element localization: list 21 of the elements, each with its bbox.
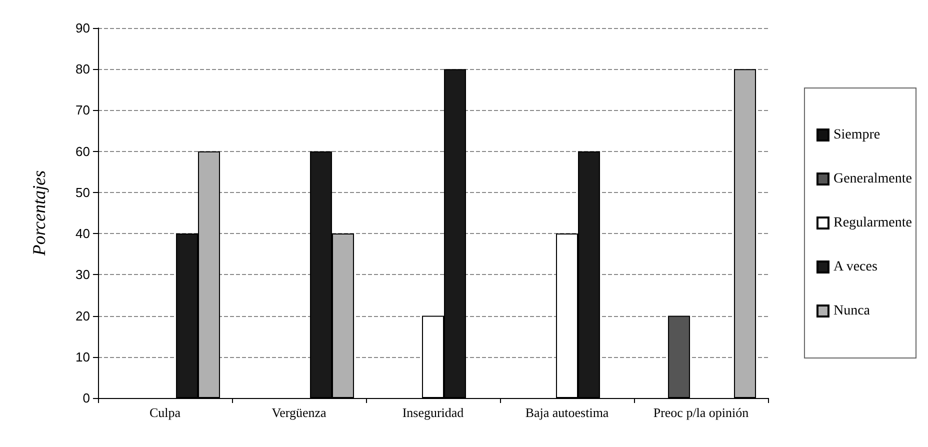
y-axis-title: Porcentajes <box>29 170 49 257</box>
x-tick-label: Preoc p/la opinión <box>653 405 750 420</box>
legend-label: Nunca <box>833 304 871 318</box>
y-tick-label: 20 <box>76 308 90 324</box>
y-tick-label: 60 <box>76 144 90 159</box>
x-tick-label: Culpa <box>149 405 181 420</box>
y-tick-label: 0 <box>82 390 90 406</box>
y-tick-label: 50 <box>76 184 90 200</box>
x-tick-label: Vergüenza <box>272 405 327 420</box>
legend-label: Siempre <box>833 128 880 142</box>
y-tick-label: 30 <box>76 267 90 282</box>
legend-label: A veces <box>833 260 878 274</box>
y-tick-label: 40 <box>76 226 90 242</box>
x-tick-label: Baja autoestima <box>525 405 609 420</box>
y-tick-label: 10 <box>76 349 90 364</box>
y-tick-label: 80 <box>76 62 90 77</box>
x-tick-label: Inseguridad <box>402 405 464 420</box>
legend-label: Regularmente <box>833 216 912 230</box>
y-tick-label: 70 <box>76 102 90 118</box>
legend-label: Generalmente <box>833 172 912 186</box>
y-tick-label: 90 <box>76 20 90 36</box>
